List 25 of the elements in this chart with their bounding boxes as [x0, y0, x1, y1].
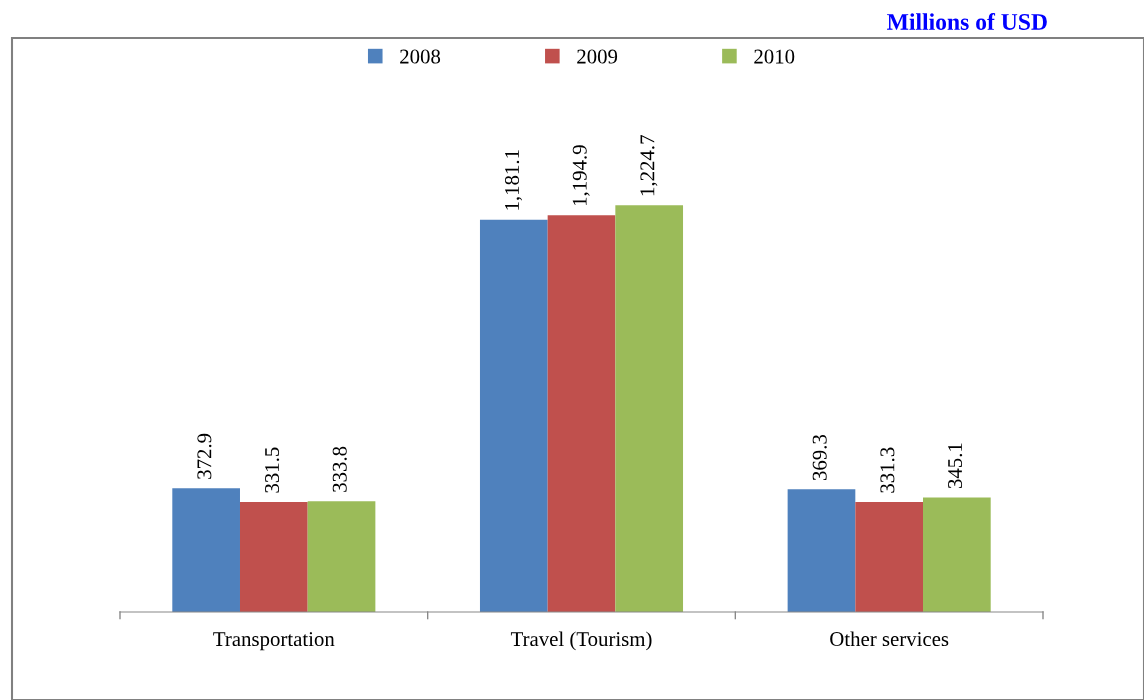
data-label: 345.1 — [948, 443, 963, 489]
bar — [307, 501, 376, 612]
data-label: 372.9 — [197, 433, 212, 479]
data-label: 369.3 — [812, 434, 827, 481]
data-label: 333.8 — [332, 446, 347, 492]
data-label: 1,224.7 — [640, 135, 658, 196]
data-label: 331.5 — [265, 447, 280, 493]
chart-subtitle: Millions of USD — [887, 13, 1047, 30]
bar — [479, 219, 548, 612]
data-label: 331.3 — [880, 447, 895, 493]
bar — [615, 205, 684, 612]
data-label: 1,181.1 — [504, 150, 523, 210]
bar — [923, 497, 991, 612]
legend-label: 2008 — [400, 49, 441, 64]
x-tick-label: Other services — [830, 631, 949, 647]
bar — [547, 215, 616, 612]
bar — [787, 489, 856, 612]
legend-label: 2009 — [577, 49, 618, 64]
bar — [172, 488, 240, 612]
legend-label: 2010 — [754, 49, 795, 64]
data-label: 1,194.9 — [572, 145, 590, 206]
bar — [239, 501, 308, 612]
x-tick-label: Transportation — [213, 632, 335, 651]
bar — [855, 501, 924, 612]
x-tick-label: Travel (Tourism) — [510, 631, 652, 651]
